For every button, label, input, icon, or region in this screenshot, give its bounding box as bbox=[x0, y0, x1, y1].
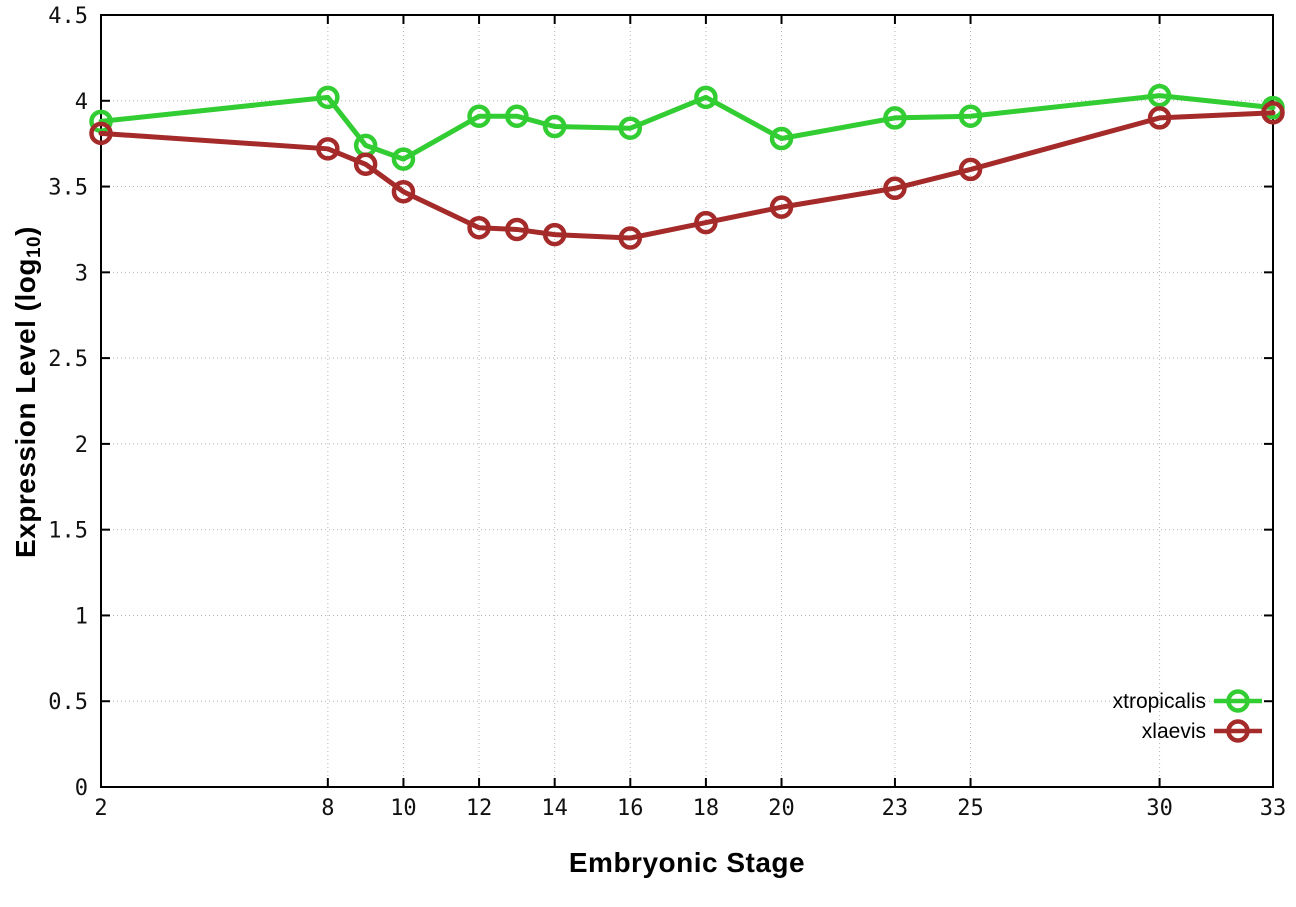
data-point-xtropicalis-10 bbox=[391, 147, 416, 171]
data-point-xtropicalis-23 bbox=[883, 106, 907, 130]
x-tick-label-8: 8 bbox=[321, 796, 334, 821]
plot-border bbox=[100, 14, 1274, 788]
data-point-xlaevis-16 bbox=[618, 226, 643, 250]
x-tick-label-16: 16 bbox=[617, 796, 644, 821]
data-point-xlaevis-13 bbox=[505, 217, 529, 242]
x-tick-label-18: 18 bbox=[693, 796, 720, 821]
data-point-xtropicalis-2 bbox=[89, 109, 113, 134]
data-point-xlaevis-23 bbox=[883, 176, 907, 201]
y-tick-label-1: 1 bbox=[75, 604, 88, 629]
data-point-xlaevis-18 bbox=[694, 210, 718, 235]
series-line-xlaevis bbox=[98, 110, 1276, 241]
y-tick-label-0: 0 bbox=[75, 776, 88, 801]
legend-marker-xlaevis bbox=[1226, 719, 1250, 743]
data-point-xlaevis-20 bbox=[769, 195, 794, 219]
data-point-xlaevis-30 bbox=[1147, 106, 1172, 130]
x-tick-label-2: 2 bbox=[94, 796, 107, 821]
y-tick-label-2: 2 bbox=[75, 433, 88, 458]
series-line-xtropicalis bbox=[98, 93, 1276, 162]
legend-label-xtropicalis: xtropicalis bbox=[1113, 690, 1206, 713]
y-axis-title-main: Expression Level (log bbox=[10, 258, 42, 558]
legend-label-xlaevis: xlaevis bbox=[1142, 720, 1206, 743]
y-tick-label-0.5: 0.5 bbox=[48, 690, 88, 715]
data-point-xtropicalis-8 bbox=[316, 85, 340, 110]
data-point-xlaevis-25 bbox=[958, 157, 983, 182]
y-tick-label-3.5: 3.5 bbox=[48, 176, 88, 201]
y-tick-label-3: 3 bbox=[75, 261, 88, 286]
y-axis-title-close: ) bbox=[10, 226, 42, 236]
x-tick-label-30: 30 bbox=[1146, 796, 1173, 821]
y-tick-label-2.5: 2.5 bbox=[48, 347, 88, 372]
data-point-xtropicalis-14 bbox=[542, 114, 567, 139]
y-tick-label-4.5: 4.5 bbox=[48, 4, 88, 29]
y-tick-label-4: 4 bbox=[75, 90, 88, 115]
data-point-xlaevis-2 bbox=[89, 121, 113, 146]
x-tick-label-33: 33 bbox=[1260, 796, 1287, 821]
y-axis-title: Expression Level (log10) bbox=[10, 226, 46, 558]
data-point-xlaevis-9 bbox=[353, 152, 378, 177]
data-point-xtropicalis-25 bbox=[958, 104, 983, 128]
data-point-xlaevis-14 bbox=[542, 222, 567, 247]
data-point-xlaevis-12 bbox=[467, 215, 491, 240]
y-axis-title-subscript: 10 bbox=[23, 235, 45, 259]
y-tick-label-1.5: 1.5 bbox=[48, 519, 88, 544]
x-tick-label-10: 10 bbox=[390, 796, 417, 821]
data-point-xtropicalis-13 bbox=[505, 104, 529, 128]
x-tick-label-12: 12 bbox=[466, 796, 493, 821]
x-tick-label-25: 25 bbox=[957, 796, 984, 821]
x-axis-title: Embryonic Stage bbox=[568, 847, 806, 878]
data-point-xtropicalis-18 bbox=[694, 85, 718, 110]
data-point-xlaevis-10 bbox=[391, 179, 416, 204]
x-tick-label-14: 14 bbox=[541, 796, 568, 821]
x-tick-label-20: 20 bbox=[768, 796, 795, 821]
data-point-xtropicalis-30 bbox=[1147, 83, 1172, 108]
legend-marker-xtropicalis bbox=[1226, 689, 1250, 713]
x-tick-label-23: 23 bbox=[882, 796, 909, 821]
data-point-xtropicalis-12 bbox=[467, 104, 491, 128]
data-point-xtropicalis-16 bbox=[618, 116, 643, 140]
data-point-xlaevis-8 bbox=[316, 137, 340, 161]
data-point-xlaevis-33 bbox=[1261, 101, 1285, 125]
data-point-xtropicalis-20 bbox=[769, 126, 794, 151]
